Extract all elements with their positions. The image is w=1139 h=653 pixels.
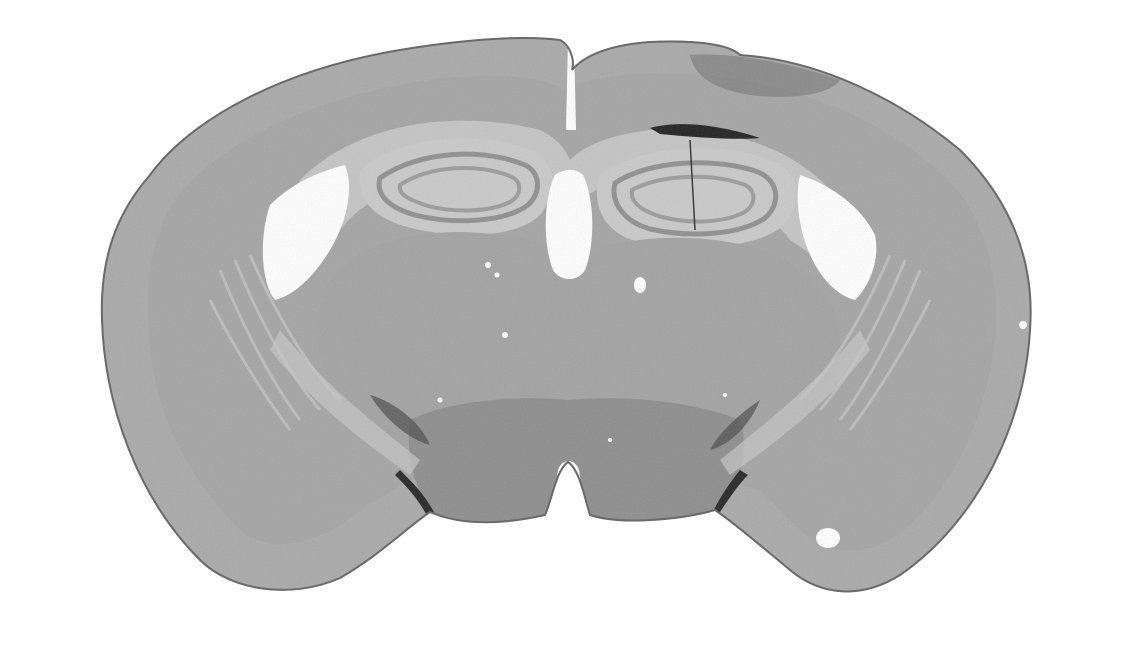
tissue-outline [100, 37, 1032, 593]
